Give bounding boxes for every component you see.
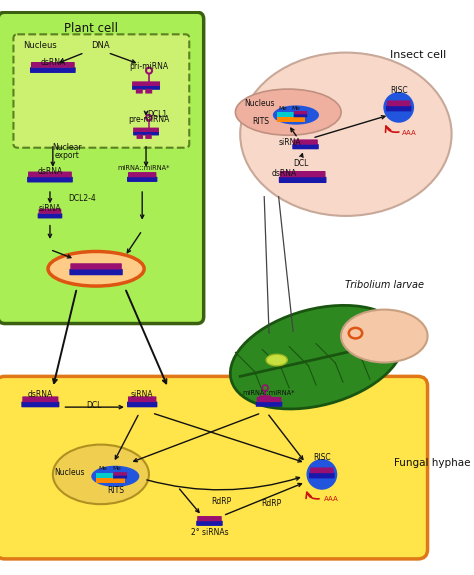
Text: dsRNA: dsRNA: [27, 390, 53, 399]
Text: dsRNA: dsRNA: [37, 167, 63, 176]
FancyBboxPatch shape: [128, 396, 156, 402]
FancyBboxPatch shape: [310, 467, 334, 473]
Circle shape: [383, 92, 414, 122]
FancyBboxPatch shape: [133, 131, 159, 136]
Text: Nucleus: Nucleus: [54, 468, 84, 477]
FancyBboxPatch shape: [27, 177, 73, 182]
FancyBboxPatch shape: [146, 135, 152, 139]
FancyBboxPatch shape: [387, 101, 410, 106]
Ellipse shape: [91, 466, 139, 487]
FancyBboxPatch shape: [13, 34, 189, 148]
FancyBboxPatch shape: [196, 521, 223, 526]
Bar: [96, 478, 125, 483]
FancyBboxPatch shape: [113, 472, 127, 476]
FancyBboxPatch shape: [69, 269, 123, 275]
Text: dsRNA: dsRNA: [272, 169, 297, 178]
Text: Fungal hyphae: Fungal hyphae: [394, 458, 471, 468]
Text: DNA: DNA: [91, 41, 110, 51]
Ellipse shape: [341, 309, 428, 362]
Text: Nucleus: Nucleus: [244, 99, 274, 108]
FancyBboxPatch shape: [294, 114, 307, 117]
Text: RITS: RITS: [252, 117, 269, 126]
Text: Me: Me: [278, 106, 287, 111]
Text: DCL: DCL: [86, 401, 102, 410]
Text: export: export: [55, 151, 80, 160]
FancyBboxPatch shape: [127, 177, 157, 182]
FancyBboxPatch shape: [256, 401, 283, 407]
Text: RITS: RITS: [107, 486, 124, 495]
FancyBboxPatch shape: [279, 177, 327, 183]
FancyBboxPatch shape: [309, 473, 335, 478]
Text: DCL: DCL: [293, 159, 309, 167]
Text: Nuclear: Nuclear: [53, 143, 82, 152]
Text: AAA: AAA: [402, 131, 417, 136]
FancyBboxPatch shape: [31, 62, 75, 68]
Text: Tribolium larvae: Tribolium larvae: [345, 280, 424, 290]
Ellipse shape: [240, 52, 452, 216]
Ellipse shape: [236, 89, 341, 135]
Text: miRNA::miRNA*: miRNA::miRNA*: [243, 390, 295, 396]
Text: Me: Me: [113, 466, 122, 471]
Text: Me: Me: [292, 106, 301, 111]
Text: Me: Me: [99, 466, 107, 471]
Text: siRNA: siRNA: [39, 204, 61, 213]
FancyBboxPatch shape: [132, 85, 160, 90]
Ellipse shape: [273, 105, 319, 125]
Text: RISC: RISC: [390, 86, 408, 94]
FancyBboxPatch shape: [21, 401, 59, 407]
Ellipse shape: [230, 305, 404, 409]
Ellipse shape: [53, 444, 149, 504]
Text: 2° siRNAs: 2° siRNAs: [191, 527, 228, 536]
Text: pre-miRNA: pre-miRNA: [128, 116, 170, 124]
FancyBboxPatch shape: [37, 213, 62, 218]
Text: DCL2-4: DCL2-4: [68, 194, 96, 203]
FancyBboxPatch shape: [132, 81, 160, 86]
Circle shape: [307, 459, 337, 490]
FancyBboxPatch shape: [133, 128, 159, 132]
FancyBboxPatch shape: [136, 89, 143, 94]
Text: miRNA::miRNA*: miRNA::miRNA*: [118, 165, 170, 171]
FancyBboxPatch shape: [22, 396, 58, 402]
Bar: [96, 473, 125, 478]
Text: AAA: AAA: [324, 496, 339, 503]
Text: Insect cell: Insect cell: [390, 49, 446, 59]
FancyBboxPatch shape: [128, 172, 156, 177]
FancyBboxPatch shape: [259, 395, 271, 401]
Text: dsRNA: dsRNA: [40, 58, 65, 67]
FancyBboxPatch shape: [294, 111, 307, 114]
FancyBboxPatch shape: [30, 67, 76, 73]
FancyBboxPatch shape: [113, 475, 127, 478]
FancyBboxPatch shape: [386, 106, 411, 112]
Text: RdRP: RdRP: [211, 497, 231, 506]
FancyBboxPatch shape: [0, 377, 428, 559]
Text: pri-miRNA: pri-miRNA: [129, 62, 168, 71]
FancyBboxPatch shape: [292, 144, 319, 150]
FancyBboxPatch shape: [293, 139, 318, 145]
Text: siRNA: siRNA: [131, 390, 154, 399]
FancyBboxPatch shape: [70, 263, 122, 270]
Text: siRNA: siRNA: [279, 139, 301, 147]
FancyBboxPatch shape: [145, 89, 152, 94]
FancyBboxPatch shape: [257, 397, 282, 402]
Ellipse shape: [266, 354, 287, 366]
Text: Nucleus: Nucleus: [24, 41, 57, 51]
FancyBboxPatch shape: [28, 171, 72, 177]
Bar: [277, 112, 305, 117]
FancyBboxPatch shape: [38, 209, 61, 214]
FancyBboxPatch shape: [197, 516, 222, 522]
FancyBboxPatch shape: [127, 401, 157, 407]
FancyBboxPatch shape: [0, 12, 204, 324]
Text: Plant cell: Plant cell: [64, 22, 118, 35]
Bar: [277, 117, 305, 122]
Text: RdRP: RdRP: [261, 499, 281, 508]
Ellipse shape: [48, 251, 144, 286]
Text: DCL1: DCL1: [147, 110, 168, 118]
FancyBboxPatch shape: [280, 171, 326, 177]
FancyBboxPatch shape: [137, 135, 143, 139]
Text: RISC: RISC: [313, 453, 331, 462]
